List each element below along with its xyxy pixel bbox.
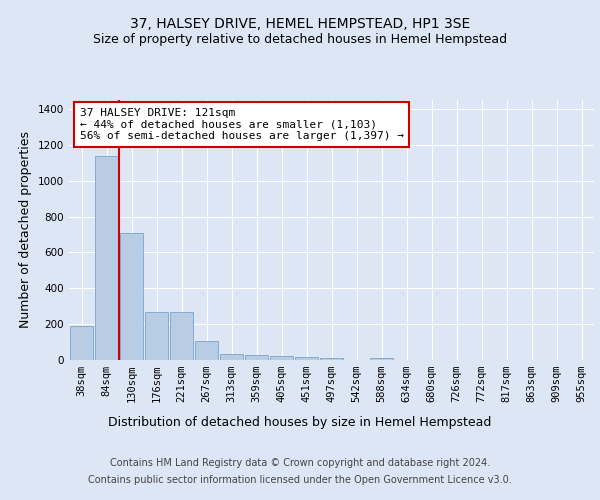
Text: Distribution of detached houses by size in Hemel Hempstead: Distribution of detached houses by size … — [109, 416, 491, 429]
Y-axis label: Number of detached properties: Number of detached properties — [19, 132, 32, 328]
Text: Contains HM Land Registry data © Crown copyright and database right 2024.: Contains HM Land Registry data © Crown c… — [110, 458, 490, 468]
Bar — [295, 358, 319, 360]
Text: Size of property relative to detached houses in Hemel Hempstead: Size of property relative to detached ho… — [93, 32, 507, 46]
Bar — [145, 312, 169, 360]
Bar — [95, 156, 118, 360]
Text: Contains public sector information licensed under the Open Government Licence v3: Contains public sector information licen… — [88, 475, 512, 485]
Bar — [320, 358, 343, 360]
Bar — [220, 354, 244, 360]
Bar — [269, 356, 293, 360]
Bar — [170, 312, 193, 360]
Bar — [194, 341, 218, 360]
Bar — [70, 326, 94, 360]
Text: 37, HALSEY DRIVE, HEMEL HEMPSTEAD, HP1 3SE: 37, HALSEY DRIVE, HEMEL HEMPSTEAD, HP1 3… — [130, 18, 470, 32]
Bar — [245, 354, 268, 360]
Bar — [370, 358, 394, 360]
Text: 37 HALSEY DRIVE: 121sqm
← 44% of detached houses are smaller (1,103)
56% of semi: 37 HALSEY DRIVE: 121sqm ← 44% of detache… — [79, 108, 404, 141]
Bar — [119, 232, 143, 360]
